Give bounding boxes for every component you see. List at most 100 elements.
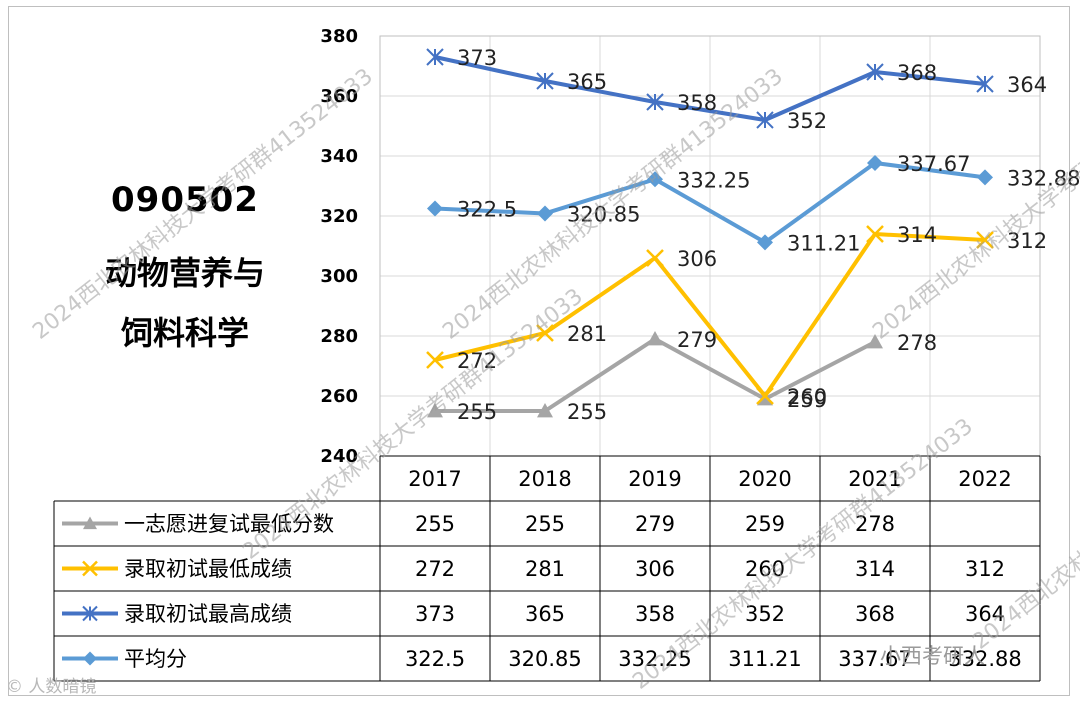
data-table: 2017 2018 2019 2020 2021 2022 一志愿进复试最低分数 255 255… bbox=[53, 455, 1041, 682]
x-tick-label: 2017 bbox=[408, 467, 461, 491]
y-tick-label: 280 bbox=[320, 326, 358, 347]
data-label: 259 bbox=[787, 388, 827, 412]
y-tick-label: 240 bbox=[320, 446, 358, 467]
x-tick-label: 2019 bbox=[628, 467, 681, 491]
data-point bbox=[977, 169, 993, 186]
major-code: 090502 bbox=[111, 180, 259, 220]
data-point bbox=[976, 231, 994, 249]
marker-stroke bbox=[866, 225, 884, 243]
data-point bbox=[647, 171, 663, 188]
data-point bbox=[536, 324, 554, 342]
table-cell: 337.67 bbox=[838, 647, 911, 671]
table-cell: 281 bbox=[525, 557, 565, 581]
data-point bbox=[537, 205, 553, 222]
data-point bbox=[867, 154, 883, 171]
table-cell: 255 bbox=[415, 512, 455, 536]
data-point bbox=[647, 331, 663, 346]
table-cell: 306 bbox=[635, 557, 675, 581]
diagonal-watermark: 2024西北农林科技大学考研群413524033 bbox=[28, 64, 377, 345]
x-tick-label: 2018 bbox=[518, 467, 571, 491]
legend-label: 录取初试最高成绩 bbox=[124, 602, 292, 626]
data-point bbox=[426, 48, 444, 66]
chart-frame bbox=[8, 6, 1070, 696]
data-point bbox=[646, 93, 664, 111]
data-point bbox=[536, 72, 554, 90]
y-tick-label: 320 bbox=[320, 206, 358, 227]
table-cell: 260 bbox=[745, 557, 785, 581]
table-cell: 311.21 bbox=[728, 647, 801, 671]
table-cell: 278 bbox=[855, 512, 895, 536]
data-point bbox=[427, 200, 443, 217]
table-cell: 255 bbox=[525, 512, 565, 536]
series-line bbox=[434, 160, 986, 245]
data-label: 332.88 bbox=[1007, 166, 1080, 190]
y-tick-label: 360 bbox=[320, 86, 358, 107]
x-tick-label: 2022 bbox=[958, 467, 1011, 491]
table-cell: 332.25 bbox=[618, 647, 691, 671]
legend-label: 平均分 bbox=[124, 647, 187, 671]
data-point bbox=[427, 403, 443, 418]
data-point bbox=[756, 111, 774, 129]
series-line bbox=[434, 55, 986, 122]
data-label: 260 bbox=[787, 385, 827, 409]
diagonal-watermark: 2024西北农林科技大学考研群413524033 bbox=[868, 64, 1080, 345]
data-label: 306 bbox=[677, 247, 717, 271]
watermark-left: © 人数暗镜 bbox=[6, 677, 97, 697]
major-name-line2: 饲料科学 bbox=[120, 314, 249, 352]
y-tick-label: 300 bbox=[320, 266, 358, 287]
table-cell: 332.88 bbox=[948, 647, 1021, 671]
data-label: 311.21 bbox=[787, 231, 860, 255]
data-point bbox=[537, 403, 553, 418]
data-label: 281 bbox=[567, 322, 607, 346]
data-label: 364 bbox=[1007, 73, 1047, 97]
marker-stroke bbox=[426, 351, 444, 369]
data-label: 322.5 bbox=[457, 198, 517, 222]
series-1 bbox=[426, 225, 994, 405]
table-cell: 365 bbox=[525, 602, 565, 626]
data-point bbox=[756, 387, 774, 405]
legend-entry: 录取初试最低成绩 bbox=[62, 557, 292, 581]
data-label: 312 bbox=[1007, 229, 1047, 253]
data-label: 320.85 bbox=[567, 202, 640, 226]
series-lines bbox=[426, 48, 994, 418]
data-point bbox=[976, 75, 994, 93]
data-point bbox=[646, 249, 664, 267]
data-label: 332.25 bbox=[677, 168, 750, 192]
table-cell: 312 bbox=[965, 557, 1005, 581]
data-point bbox=[867, 334, 883, 349]
data-label: 365 bbox=[567, 70, 607, 94]
marker-stroke bbox=[82, 560, 98, 577]
data-point bbox=[426, 351, 444, 369]
data-point bbox=[82, 560, 98, 577]
legend-entry: 一志愿进复试最低分数 bbox=[62, 512, 334, 536]
series-0 bbox=[427, 331, 883, 418]
data-point bbox=[866, 225, 884, 243]
x-tick-label: 2021 bbox=[848, 467, 901, 491]
legend-entry: 平均分 bbox=[62, 647, 187, 671]
series-2 bbox=[426, 48, 994, 129]
series-line bbox=[434, 232, 986, 398]
data-point bbox=[83, 651, 97, 666]
table-cell: 322.5 bbox=[405, 647, 465, 671]
data-point bbox=[757, 391, 773, 406]
table-cell: 279 bbox=[635, 512, 675, 536]
table-cell: 358 bbox=[635, 602, 675, 626]
data-label: 373 bbox=[457, 46, 497, 70]
marker-stroke bbox=[976, 231, 994, 249]
data-label: 314 bbox=[897, 223, 937, 247]
data-point bbox=[866, 63, 884, 81]
data-point bbox=[757, 234, 773, 251]
data-labels: 255 255 279 259 278 272 281 306 260 314 312 373 365 3… bbox=[457, 46, 1080, 424]
data-label: 255 bbox=[567, 400, 607, 424]
marker-stroke bbox=[756, 387, 774, 405]
data-label: 337.67 bbox=[897, 152, 970, 176]
legend-label: 一志愿进复试最低分数 bbox=[124, 512, 334, 536]
data-label: 278 bbox=[897, 331, 937, 355]
data-label: 255 bbox=[457, 400, 497, 424]
table-cell: 259 bbox=[745, 512, 785, 536]
legend-entry: 录取初试最高成绩 bbox=[62, 602, 292, 626]
table-cell: 272 bbox=[415, 557, 455, 581]
data-label: 358 bbox=[677, 91, 717, 115]
table-cell: 373 bbox=[415, 602, 455, 626]
